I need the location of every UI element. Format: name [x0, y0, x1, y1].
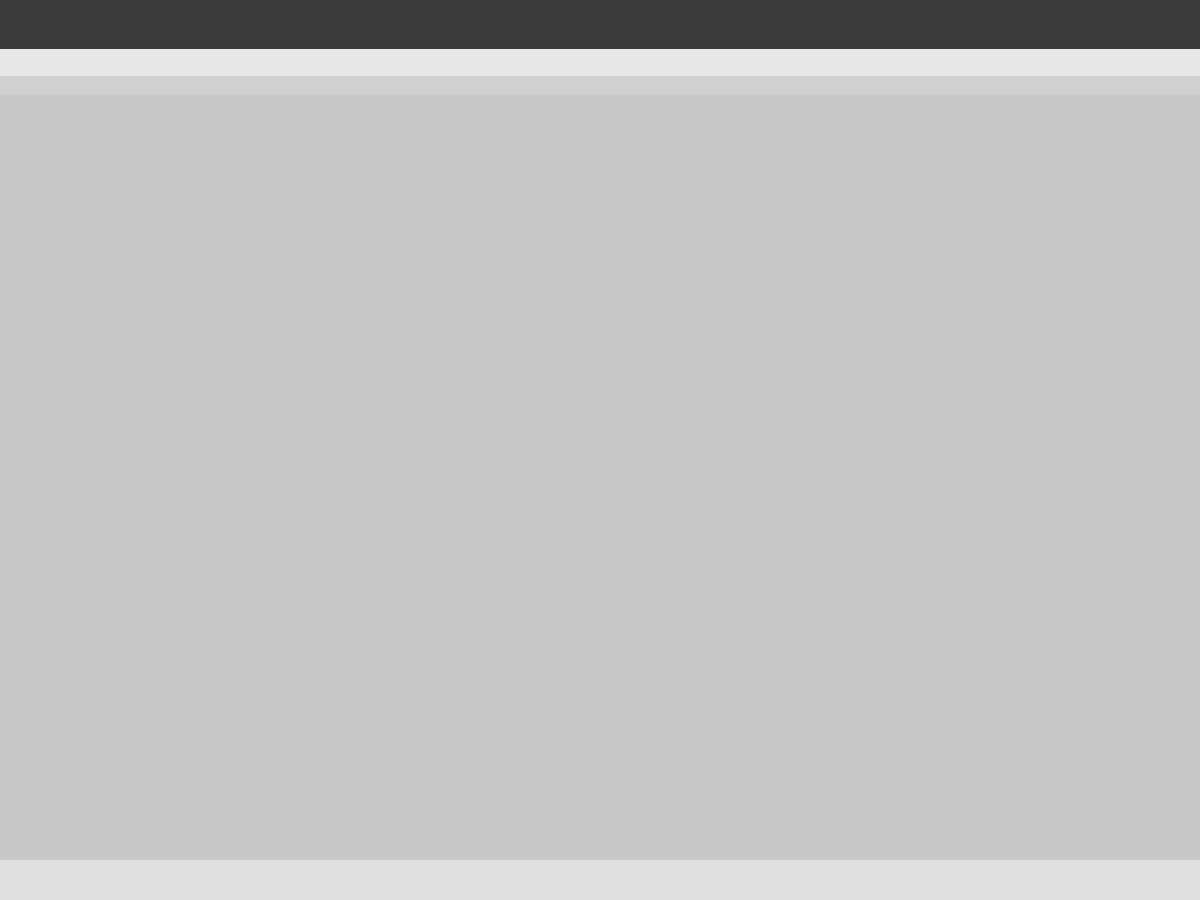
Text: Br: Br	[217, 241, 246, 266]
Text: answer as an attachment. Please make sure your answer is uploaded correctly befo: answer as an attachment. Please make sur…	[210, 698, 1074, 717]
Text: Only one attachment is allowed.: Only one attachment is allowed.	[210, 740, 527, 759]
Text: Br: Br	[512, 473, 542, 498]
Text: Please answer our question in the area below (paste your picture in the area dir: Please answer our question in the area b…	[210, 656, 1070, 675]
Text: b): b)	[210, 608, 233, 627]
Text: Flip the first molecule and draw the other chair conformation for the same molec: Flip the first molecule and draw the oth…	[239, 608, 1061, 627]
Text: a): a)	[210, 559, 233, 579]
Text: Please draw the most stable chair conformation for this molecule: Please draw the most stable chair confor…	[239, 559, 876, 579]
Text: Please answer the two following questions using the molecule shown below: Please answer the two following question…	[210, 181, 1001, 202]
